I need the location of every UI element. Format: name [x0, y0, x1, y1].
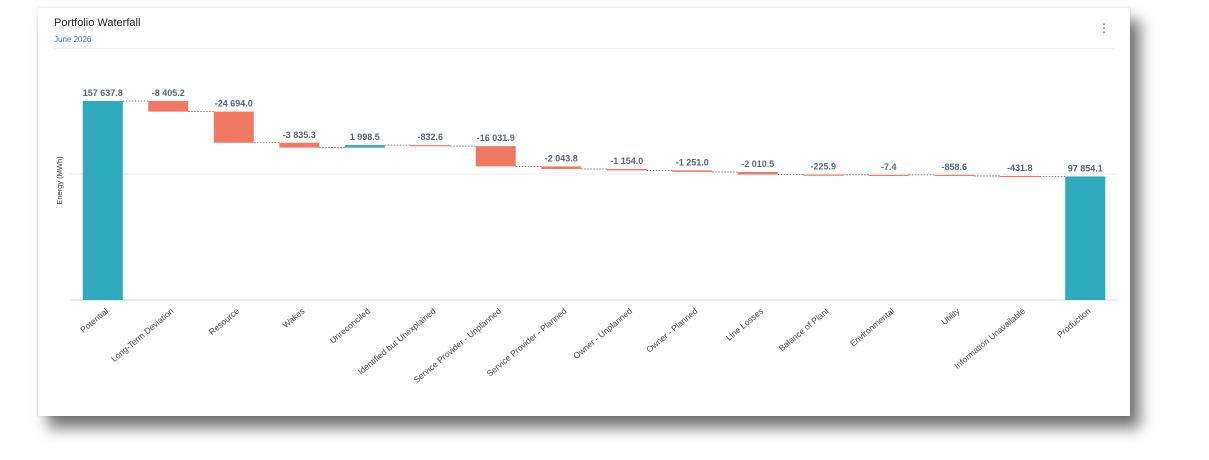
- bar-8[interactable]: [606, 168, 647, 171]
- data-label-10: -2 010.5: [741, 159, 774, 169]
- data-label-14: -431.8: [1007, 163, 1033, 173]
- more-vertical-icon[interactable]: ⋮: [1098, 21, 1110, 35]
- data-label-7: -2 043.8: [545, 153, 578, 163]
- x-tick-label-13: Utility: [939, 305, 962, 326]
- bar-3[interactable]: [279, 142, 320, 148]
- data-label-11: -225.9: [810, 162, 836, 172]
- bar-12[interactable]: [868, 174, 909, 177]
- bar-14[interactable]: [999, 175, 1040, 178]
- data-label-6: -16 031.9: [477, 133, 515, 143]
- data-label-9: -1 251.0: [676, 157, 709, 167]
- bar-2[interactable]: [213, 111, 254, 143]
- chart-card: Portfolio Waterfall June 2026 ⋮ Energy (…: [38, 8, 1130, 416]
- chart-subtitle: June 2026: [54, 35, 92, 44]
- data-labels: 157 637.8 -8 405.2 -24 694.0 -3 835.3 1 998.…: [83, 88, 1103, 173]
- data-label-4: 1 998.5: [350, 132, 380, 142]
- data-label-13: -858.6: [941, 162, 967, 172]
- x-tick-label-15: Production: [1055, 306, 1093, 340]
- data-label-1: -8 405.2: [152, 88, 185, 98]
- data-label-3: -3 835.3: [283, 130, 316, 140]
- data-label-8: -1 154.0: [610, 156, 643, 166]
- x-tick-label-11: Balance of Plant: [777, 305, 831, 353]
- y-axis-label: Energy (MWh): [55, 156, 64, 205]
- bar-9[interactable]: [672, 170, 713, 173]
- bar-10[interactable]: [737, 172, 778, 175]
- x-tick-label-2: Resource: [207, 306, 242, 337]
- data-label-2: -24 694.0: [215, 99, 253, 109]
- header-divider: [54, 48, 1114, 49]
- bar-6[interactable]: [475, 146, 516, 167]
- data-label-15: 97 854.1: [1068, 163, 1103, 173]
- bar-15[interactable]: [1065, 176, 1106, 300]
- x-tick-label-10: Line Losses: [724, 306, 765, 343]
- x-tick-label-9: Owner - Planned: [644, 306, 699, 355]
- waterfall-chart: Energy (MWh) 157 637.8 -8 405.2 -24 694.0 -…: [55, 88, 1118, 385]
- x-tick-label-4: Unreconciled: [328, 306, 373, 346]
- bar-13[interactable]: [934, 174, 975, 177]
- bars: [82, 101, 1106, 300]
- x-tick-label-0: Potential: [78, 306, 110, 335]
- connector-lines: [122, 100, 1066, 177]
- bar-0[interactable]: [82, 101, 123, 300]
- data-label-0: 157 637.8: [83, 88, 123, 98]
- bar-5[interactable]: [410, 145, 451, 147]
- bar-4[interactable]: [344, 145, 385, 148]
- data-label-5: -832.6: [417, 132, 443, 142]
- x-tick-label-3: Wakes: [280, 306, 306, 330]
- data-label-12: -7.4: [881, 162, 897, 172]
- x-tick-label-14: Information Unavailable: [952, 306, 1027, 371]
- bar-7[interactable]: [541, 166, 582, 169]
- bar-1[interactable]: [148, 101, 189, 112]
- x-tick-label-12: Environmental: [848, 306, 896, 349]
- x-tick-label-8: Owner - Unplanned: [571, 306, 634, 361]
- chart-title: Portfolio Waterfall: [54, 17, 141, 29]
- x-tick-label-1: Long-Term Deviation: [109, 306, 176, 364]
- bar-11[interactable]: [803, 174, 844, 176]
